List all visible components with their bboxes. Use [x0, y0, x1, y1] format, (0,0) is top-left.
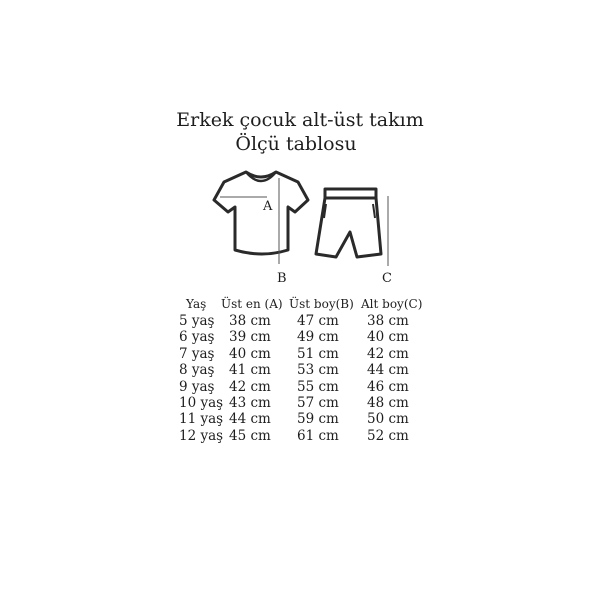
cell-age: 9 yaş [179, 378, 215, 395]
label-b: B [277, 271, 287, 286]
cell-top-length: 55 cm [297, 378, 339, 395]
cell-top-length: 53 cm [297, 362, 339, 379]
title-line-2: Ölçü tablosu [235, 133, 357, 155]
cell-top-length: 51 cm [297, 345, 339, 362]
cell-top-width: 43 cm [229, 395, 271, 411]
cell-top-width: 41 cm [229, 362, 271, 379]
cell-age: 12 yaş [179, 427, 224, 444]
cell-age: 6 yaş [179, 329, 215, 346]
shorts-icon [314, 187, 383, 259]
cell-top-width: 39 cm [229, 329, 271, 346]
cell-top-length: 57 cm [297, 395, 339, 411]
cell-top-length: 49 cm [297, 329, 339, 346]
cell-top-width: 45 cm [229, 427, 271, 444]
cell-bottom-length: 44 cm [367, 362, 409, 379]
cell-age: 7 yaş [179, 345, 215, 362]
cell-top-width: 40 cm [229, 345, 271, 362]
cell-top-length: 61 cm [297, 427, 339, 444]
title-line-1: Erkek çocuk alt-üst takım [176, 109, 424, 131]
cell-bottom-length: 40 cm [367, 329, 409, 346]
cell-top-length: 59 cm [297, 411, 339, 428]
header-top-length: Üst boy(B) [289, 297, 354, 311]
cell-bottom-length: 46 cm [367, 378, 409, 395]
cell-top-width: 42 cm [229, 378, 271, 395]
header-bottom-length: Alt boy(C) [361, 297, 423, 311]
cell-age: 8 yaş [179, 362, 215, 379]
header-top-width: Üst en (A) [221, 297, 283, 311]
cell-age: 11 yaş [179, 411, 224, 428]
cell-top-width: 38 cm [229, 313, 271, 329]
t-shirt-icon [212, 170, 310, 256]
label-a: A [263, 199, 273, 214]
cell-bottom-length: 38 cm [367, 313, 409, 329]
label-c: C [382, 271, 392, 286]
header-age: Yaş [186, 297, 207, 311]
cell-bottom-length: 50 cm [367, 411, 409, 428]
cell-age: 10 yaş [179, 395, 224, 411]
cell-bottom-length: 52 cm [367, 427, 409, 444]
cell-top-length: 47 cm [297, 313, 339, 329]
cell-age: 5 yaş [179, 313, 215, 329]
cell-bottom-length: 42 cm [367, 345, 409, 362]
cell-bottom-length: 48 cm [367, 395, 409, 411]
cell-top-width: 44 cm [229, 411, 271, 428]
